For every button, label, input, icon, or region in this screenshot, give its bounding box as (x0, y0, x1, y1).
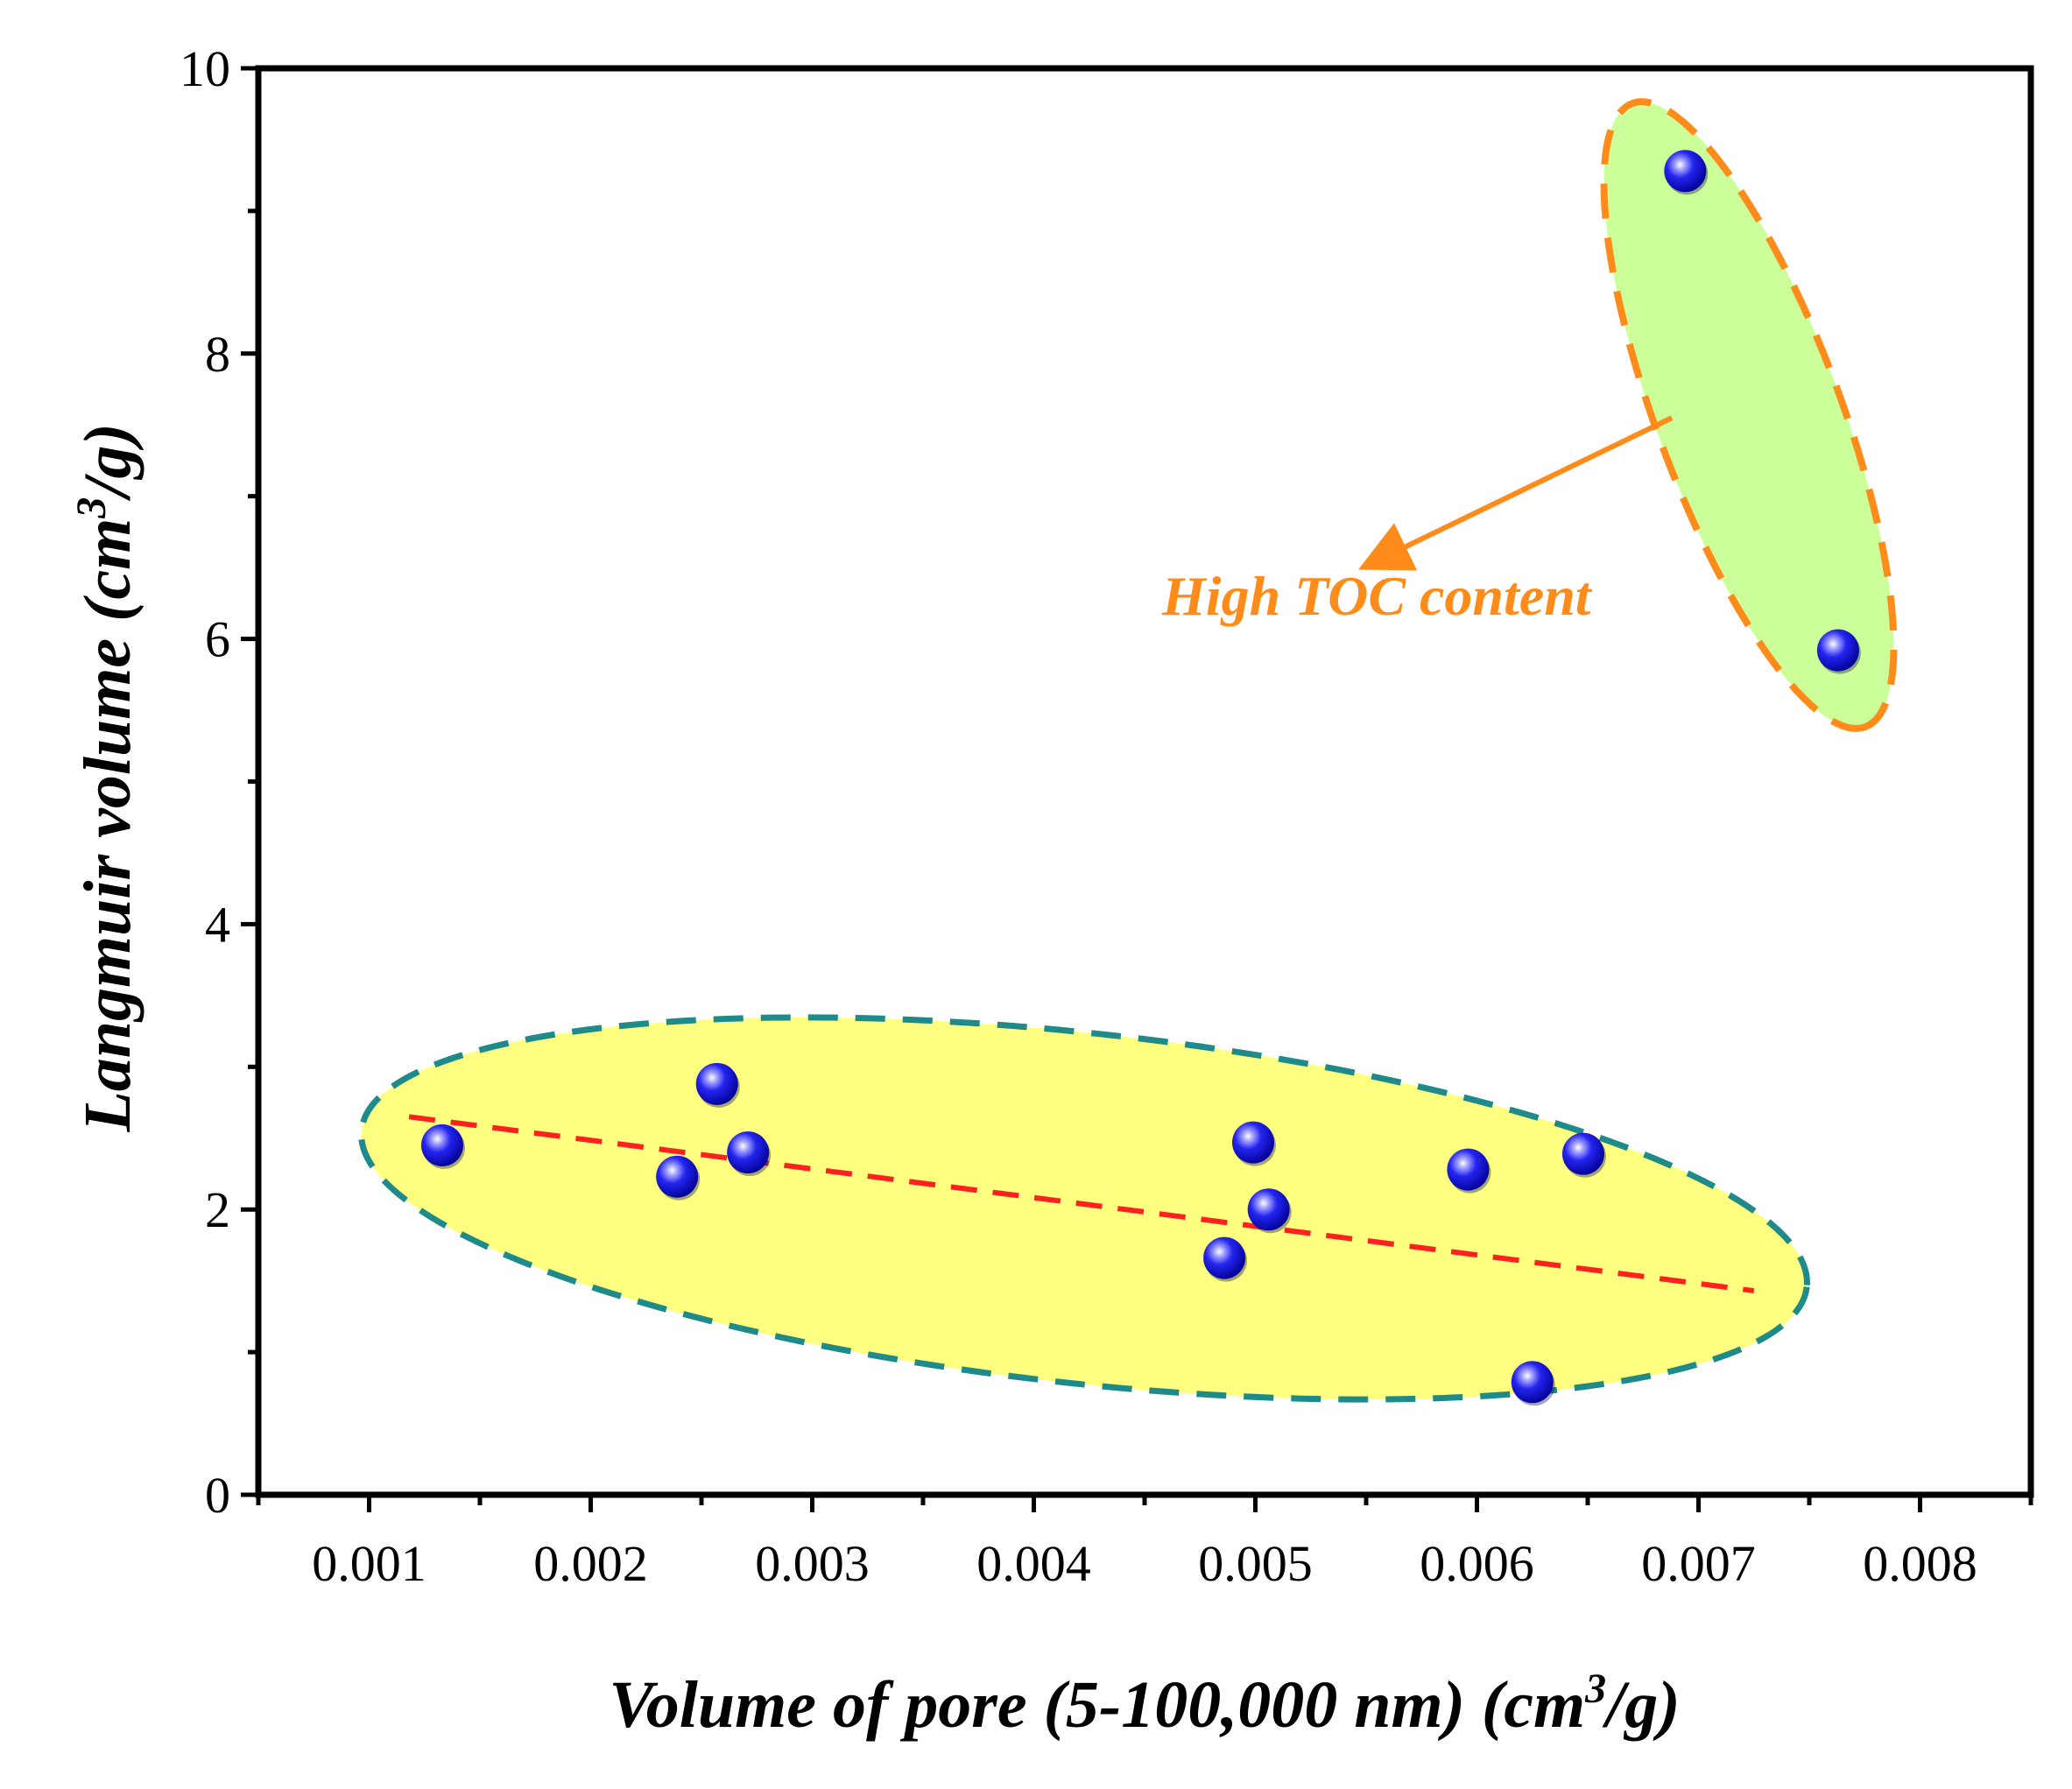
x-tick-label: 0.001 (312, 1535, 426, 1592)
data-point (1447, 1148, 1490, 1191)
data-point (1247, 1188, 1290, 1231)
data-point (1664, 150, 1707, 193)
y-tick-label: 0 (205, 1467, 230, 1524)
y-tick-label: 2 (205, 1181, 230, 1238)
x-tick-label: 0.005 (1198, 1535, 1313, 1592)
annotation-arrow (1358, 415, 1674, 571)
data-point (1816, 629, 1859, 672)
data-point (1561, 1132, 1604, 1175)
data-point (656, 1155, 699, 1198)
data-point (695, 1062, 738, 1105)
data-point (1231, 1121, 1274, 1164)
x-axis-ticks: 0.001 0.002 0.003 0.004 0.005 0.006 0.007 0.008 (256, 1495, 2033, 1592)
data-points (420, 150, 1861, 1406)
x-tick-label: 0.002 (533, 1535, 648, 1592)
trend-line (408, 1114, 1755, 1294)
y-tick-label: 4 (205, 896, 230, 953)
x-axis-title-tail: /g) (1602, 1668, 1680, 1742)
y-tick-label: 6 (205, 611, 230, 668)
data-point (727, 1131, 770, 1174)
y-axis-title: Langmuir volume (cm3/g) (68, 423, 144, 1132)
y-axis-ticks: 0 2 4 6 8 10 (180, 40, 258, 1524)
high-toc-cluster-ellipse (1600, 98, 1898, 732)
x-tick-label: 0.008 (1863, 1535, 1977, 1592)
x-tick-label: 0.007 (1641, 1535, 1756, 1592)
y-tick-label: 10 (180, 40, 230, 97)
x-axis-title: Volume of pore (5-100,000 nm) (cm3/g) (609, 1666, 1680, 1742)
annotation-text: High TOC content (1161, 565, 1593, 627)
x-axis-title-main: Volume of pore (5-100,000 nm) (cm (609, 1668, 1585, 1742)
data-point (420, 1123, 463, 1166)
x-tick-label: 0.006 (1420, 1535, 1534, 1592)
low-toc-cluster-ellipse (358, 1014, 1810, 1403)
data-point (1511, 1361, 1554, 1404)
y-axis-title-sup: 3 (68, 497, 115, 519)
y-axis-title-main: Langmuir volume (cm (71, 518, 144, 1133)
x-tick-label: 0.004 (976, 1535, 1091, 1592)
y-axis-title-tail: /g) (71, 423, 144, 501)
x-axis-title-sup: 3 (1584, 1666, 1606, 1712)
x-tick-label: 0.003 (755, 1535, 870, 1592)
y-tick-label: 8 (205, 326, 230, 383)
data-point (1203, 1236, 1246, 1279)
